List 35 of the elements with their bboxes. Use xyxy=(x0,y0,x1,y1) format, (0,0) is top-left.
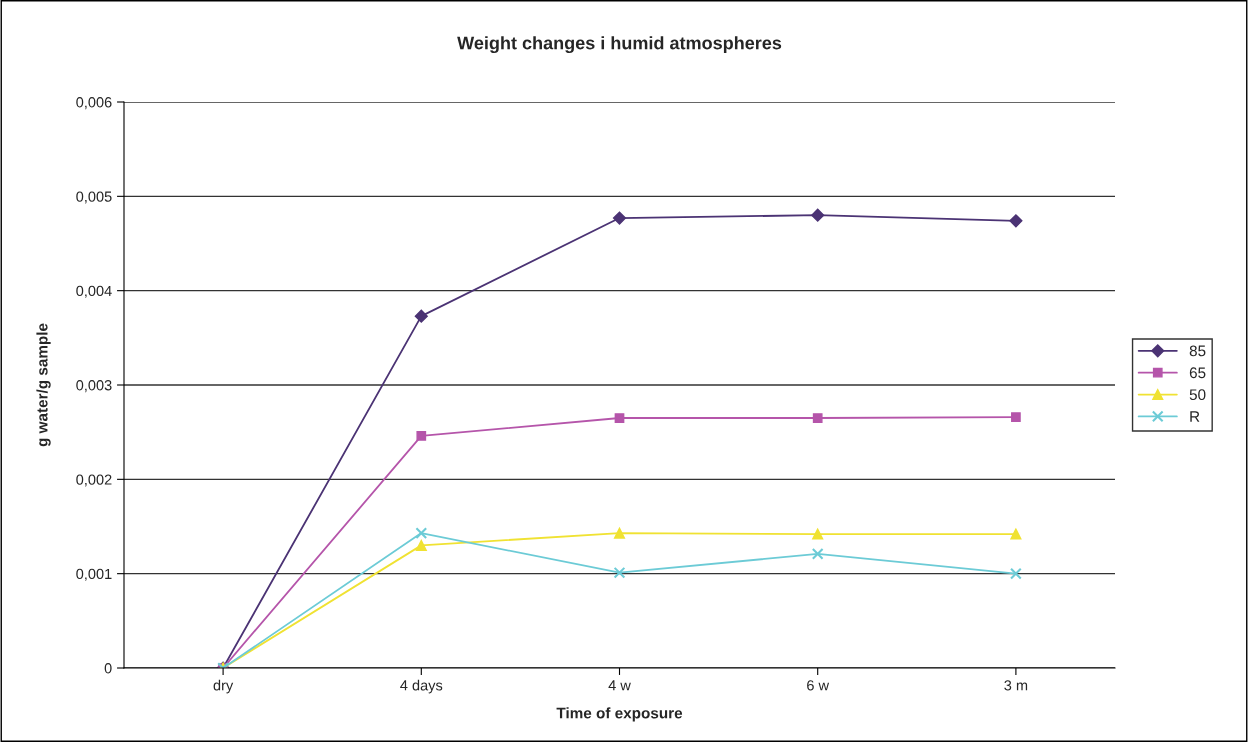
point xyxy=(1010,567,1022,580)
point xyxy=(614,413,625,423)
chart-title: Weight changes i humid atmospheres xyxy=(457,36,782,54)
y-tick-label: 0,004 xyxy=(76,285,112,298)
y-tick-label: 0 xyxy=(104,663,112,674)
y-tick-label: 0,002 xyxy=(76,474,112,487)
point xyxy=(812,413,823,423)
legend-label: 85 xyxy=(1189,345,1206,357)
y-tick-label: 0,005 xyxy=(76,191,112,204)
x-axis-title: Time of exposure xyxy=(556,707,683,722)
y-tick-label: 0,003 xyxy=(76,380,112,393)
point xyxy=(812,528,824,540)
x-tick-label: 4 days xyxy=(400,679,443,694)
point xyxy=(613,566,626,579)
legend-label: 65 xyxy=(1189,367,1206,379)
x-tick-label: 6 w xyxy=(807,680,830,691)
x-tick-label: 4 w xyxy=(608,680,631,691)
point xyxy=(612,211,627,225)
point xyxy=(415,527,428,539)
point xyxy=(1011,412,1021,422)
point xyxy=(415,539,427,551)
point xyxy=(414,309,428,323)
point xyxy=(811,547,824,560)
x-tick-label: 3 m xyxy=(1004,680,1028,691)
legend-label: R xyxy=(1190,411,1200,422)
y-axis-title: g water/g sample xyxy=(36,323,51,447)
y-tick-label: 0,001 xyxy=(76,568,112,581)
point xyxy=(1009,214,1023,228)
legend-label: 50 xyxy=(1189,389,1206,401)
point xyxy=(416,431,427,441)
y-tick-label: 0,006 xyxy=(76,97,112,110)
point xyxy=(613,527,626,539)
point xyxy=(1010,528,1022,540)
point xyxy=(811,208,825,222)
x-tick-label: dry xyxy=(213,679,234,694)
